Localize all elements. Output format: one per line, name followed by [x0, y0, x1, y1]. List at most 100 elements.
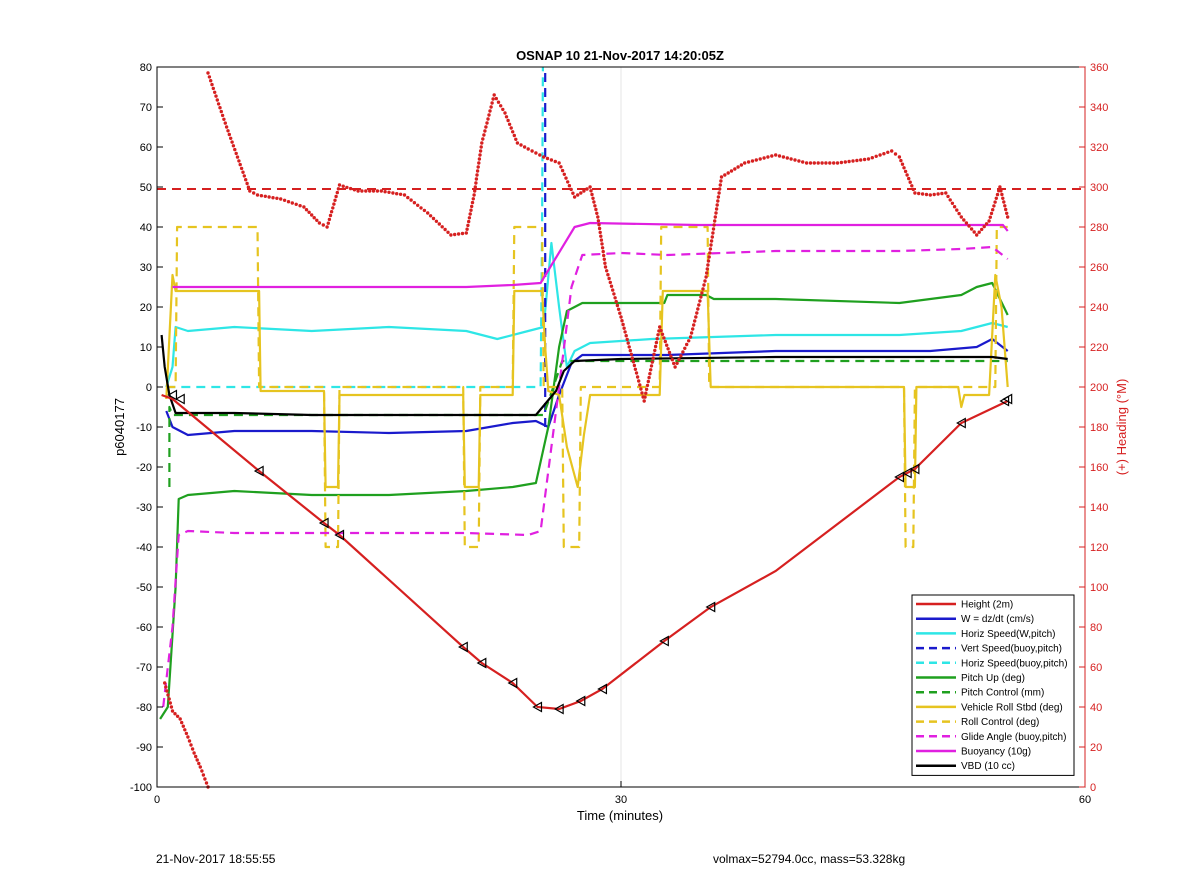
dive-marker	[167, 389, 178, 401]
heading-point	[226, 129, 230, 133]
heading-point	[471, 197, 475, 201]
heading-point	[718, 187, 722, 191]
heading-point	[785, 156, 789, 160]
heading-point	[255, 193, 260, 197]
heading-point	[406, 195, 410, 200]
heading-point	[192, 751, 196, 755]
heading-point	[673, 365, 677, 369]
y-tick-label: 40	[140, 222, 152, 234]
heading-point	[708, 247, 713, 251]
heading-point	[422, 208, 427, 213]
heading-point	[263, 194, 267, 198]
heading-point	[371, 189, 376, 193]
heading-point	[453, 232, 457, 237]
heading-point	[329, 210, 334, 214]
heading-point	[711, 227, 716, 231]
heading-point	[886, 150, 890, 154]
heading-point	[705, 267, 709, 271]
heading-point	[699, 295, 703, 299]
heading-point	[662, 336, 666, 340]
heading-point	[302, 205, 306, 209]
heading-point	[984, 222, 989, 226]
heading-point	[652, 352, 656, 356]
heading-point	[679, 354, 683, 358]
heading-point	[214, 94, 218, 98]
heading-point	[716, 199, 720, 203]
footer-info: volmax=52794.0cc, mass=53.328kg	[713, 852, 906, 866]
heading-point	[469, 208, 473, 212]
y-tick-label: -60	[136, 622, 152, 634]
heading-point	[654, 340, 659, 345]
heading-point	[509, 126, 513, 130]
heading-point	[649, 368, 653, 372]
heading-point	[733, 167, 737, 171]
heading-point	[689, 331, 694, 335]
heading-point	[969, 227, 974, 231]
heading-point	[611, 288, 615, 292]
heading-point	[234, 151, 238, 156]
heading-point	[585, 187, 589, 191]
heading-point	[165, 689, 169, 693]
heading-point	[599, 238, 604, 242]
y-tick-label: -30	[136, 502, 152, 514]
y2-tick-label: 180	[1090, 422, 1108, 434]
y2-tick-label: 280	[1090, 222, 1108, 234]
heading-point	[644, 387, 649, 391]
heading-point	[634, 371, 639, 375]
heading-point	[847, 159, 851, 164]
legend-label: Glide Angle (buoy,pitch)	[961, 732, 1066, 743]
heading-point	[456, 232, 461, 236]
legend-label: Vert Speed(buoy,pitch)	[961, 644, 1062, 655]
heading-point	[646, 379, 650, 384]
heading-point	[736, 165, 740, 169]
heading-point	[464, 231, 468, 235]
heading-point	[465, 227, 469, 231]
heading-point	[590, 192, 594, 197]
heading-point	[163, 681, 167, 685]
heading-point	[812, 161, 816, 165]
dive-marker	[458, 641, 468, 653]
heading-point	[758, 157, 762, 161]
heading-point	[222, 117, 226, 122]
heading-point	[612, 292, 616, 296]
heading-point	[601, 249, 605, 254]
heading-point	[677, 357, 681, 362]
heading-point	[599, 234, 603, 238]
heading-point	[207, 75, 212, 79]
legend-label: Roll Control (deg)	[961, 717, 1039, 728]
heading-point	[507, 122, 512, 127]
heading-point	[479, 145, 483, 149]
series-line-2	[165, 241, 1008, 388]
series-line-0	[161, 393, 1009, 711]
heading-point	[512, 133, 516, 138]
heading-point	[683, 346, 687, 350]
heading-point	[897, 155, 902, 159]
heading-point	[681, 350, 685, 354]
heading-point	[862, 157, 867, 162]
heading-point	[449, 233, 453, 237]
y-tick-label: -10	[136, 422, 152, 434]
heading-point	[907, 176, 911, 181]
dive-marker	[901, 467, 912, 479]
heading-point	[999, 189, 1003, 193]
heading-point	[434, 219, 439, 223]
heading-point	[506, 118, 510, 123]
dive-marker	[575, 695, 586, 707]
heading-point	[279, 197, 283, 201]
heading-point	[972, 230, 976, 234]
dive-marker	[705, 601, 716, 613]
heading-point	[440, 225, 444, 229]
heading-point	[476, 165, 480, 169]
heading-point	[1004, 207, 1008, 212]
heading-point	[325, 225, 329, 229]
heading-point	[946, 194, 950, 199]
heading-point	[229, 136, 233, 140]
axes: -100-90-80-70-60-50-40-30-20-10010203040…	[130, 62, 1108, 806]
heading-point	[932, 192, 936, 197]
heading-point	[334, 194, 338, 199]
heading-point	[635, 375, 640, 379]
dive-marker	[894, 471, 905, 483]
heading-point	[994, 196, 998, 200]
heading-point	[519, 143, 523, 147]
heading-point	[426, 211, 430, 215]
